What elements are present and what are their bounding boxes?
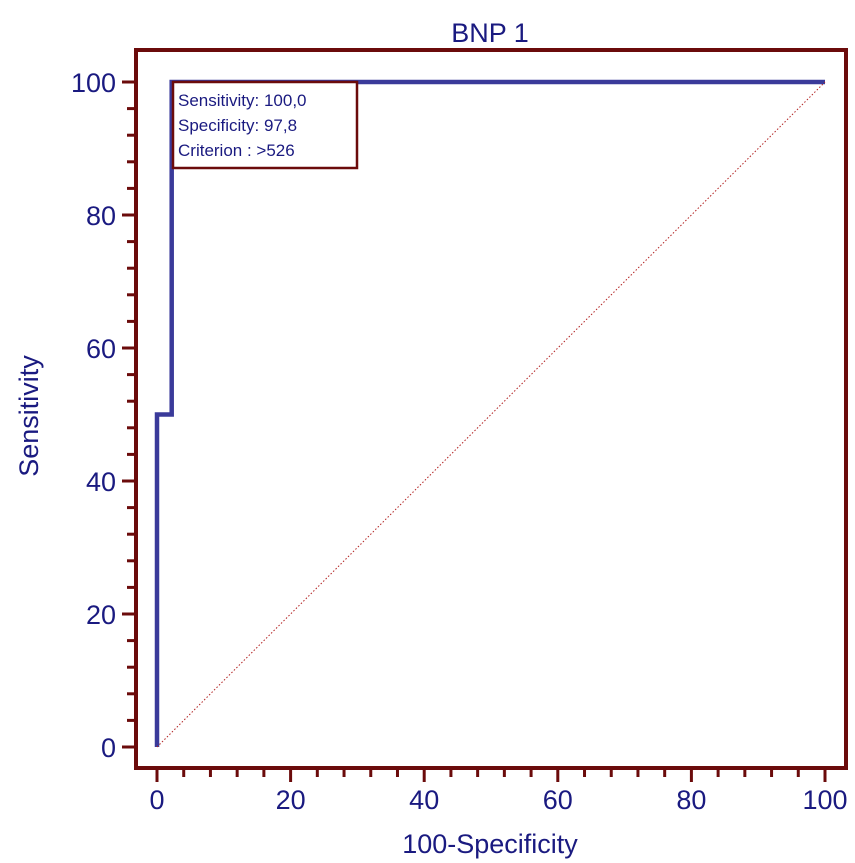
annotation-frame bbox=[171, 80, 359, 170]
x-tick-label: 40 bbox=[409, 785, 439, 815]
y-axis-label: Sensitivity bbox=[14, 355, 44, 477]
y-tick-label: 100 bbox=[71, 68, 116, 98]
x-tick-label: 20 bbox=[276, 785, 306, 815]
x-tick-label: 80 bbox=[676, 785, 706, 815]
plot-layer: 0 20 40 60 80 100 0 20 40 60 80 100 bbox=[71, 48, 848, 815]
y-tick-label: 40 bbox=[86, 467, 116, 497]
y-tick-label: 0 bbox=[101, 733, 116, 763]
x-tick-label: 0 bbox=[149, 785, 164, 815]
chart-title: BNP 1 bbox=[451, 18, 529, 48]
annotation-box: Sensitivity: 100,0 Specificity: 97,8 Cri… bbox=[171, 80, 359, 170]
plot-frame bbox=[134, 48, 848, 770]
y-tick-label: 60 bbox=[86, 334, 116, 364]
annotation-specificity: Specificity: 97,8 bbox=[178, 116, 297, 135]
annotation-sensitivity: Sensitivity: 100,0 bbox=[178, 91, 307, 110]
annotation-criterion: Criterion : >526 bbox=[178, 141, 295, 160]
x-tick-label: 60 bbox=[543, 785, 573, 815]
reference-diagonal-line bbox=[156, 81, 826, 748]
roc-curve-line bbox=[154, 79, 825, 747]
y-tick-label: 20 bbox=[86, 600, 116, 630]
y-tick-label: 80 bbox=[86, 201, 116, 231]
x-tick-label: 100 bbox=[802, 785, 847, 815]
x-axis-label: 100-Specificity bbox=[402, 829, 578, 859]
